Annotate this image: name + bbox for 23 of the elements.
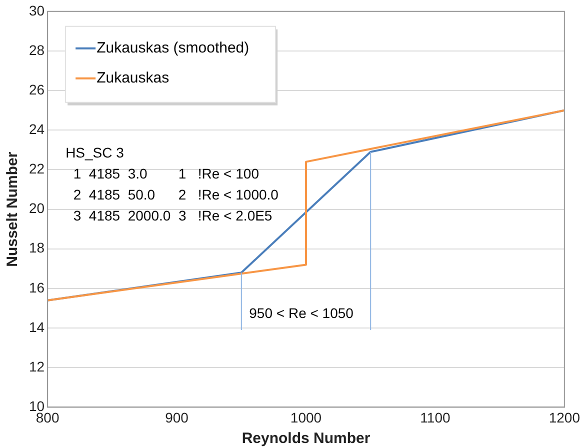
y-tick-label: 22 [28, 160, 45, 177]
x-tick-label: 1100 [420, 409, 450, 426]
x-tick-label: 900 [165, 409, 189, 426]
y-tick-label: 18 [28, 240, 45, 256]
y-tick-label: 24 [28, 121, 45, 137]
x-axis-title: Reynolds Number [242, 430, 370, 448]
y-tick-label: 20 [28, 200, 45, 216]
annotation: 1 4185 3.0 1 !Re < 100 [66, 165, 260, 182]
x-tick-label: 1000 [290, 409, 322, 426]
y-tick-label: 26 [28, 81, 45, 98]
legend-label: Zukauskas [96, 70, 170, 87]
annotation: HS_SC 3 [66, 144, 124, 160]
annotation: 950 < Re < 1050 [249, 305, 354, 322]
y-tick-label: 14 [28, 318, 45, 335]
x-tick-label: 1200 [548, 409, 580, 426]
annotation: 2 4185 50.0 2 !Re < 1000.0 [66, 186, 279, 202]
y-tick-label: 30 [28, 2, 45, 18]
y-tick-label: 16 [28, 279, 45, 296]
legend-label: Zukauskas (smoothed) [96, 40, 250, 57]
y-tick-label: 12 [28, 358, 45, 374]
y-axis-title: Nusselt Number [4, 152, 22, 267]
y-tick-label: 28 [28, 42, 45, 58]
annotation: 3 4185 2000.0 3 !Re < 2.0E5 [66, 207, 272, 224]
